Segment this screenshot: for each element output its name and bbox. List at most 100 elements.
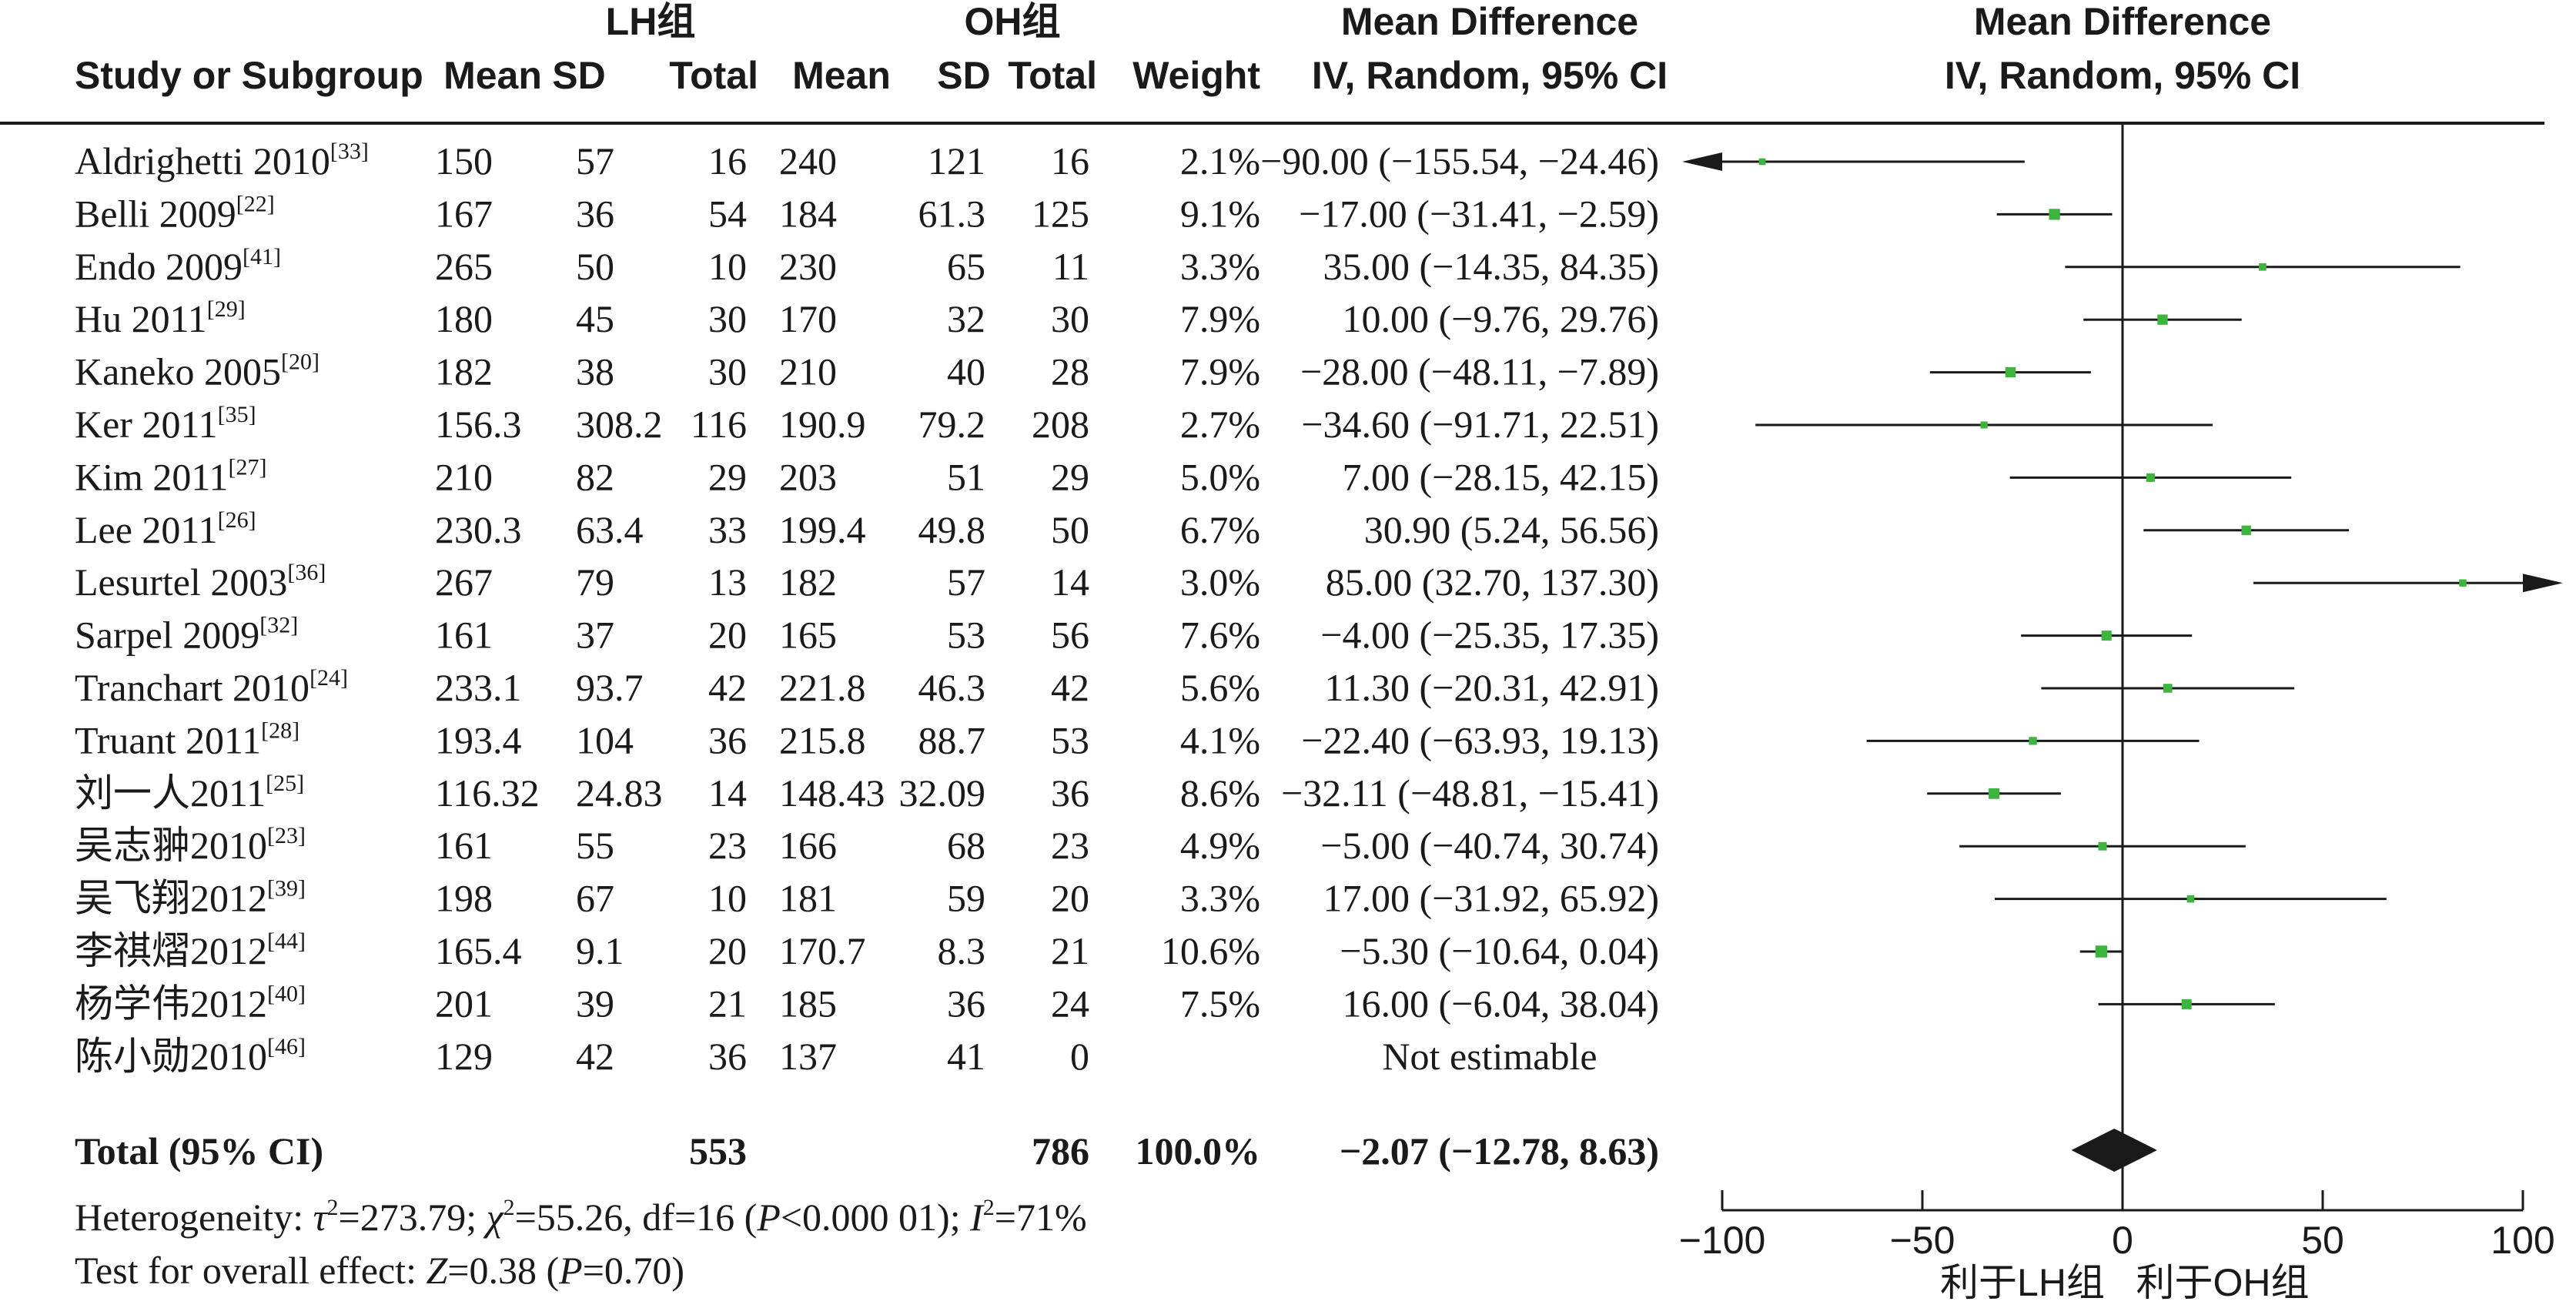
oh-sd-cell: 65 bbox=[947, 245, 985, 288]
ci-cell: −28.00 (−48.11, −7.89) bbox=[1300, 350, 1659, 393]
x-tick-label: −100 bbox=[1679, 1219, 1766, 1262]
weight-cell: 2.7% bbox=[1180, 403, 1260, 446]
effect-point bbox=[2459, 579, 2467, 587]
lh-total-cell: 20 bbox=[708, 929, 747, 972]
ci-arrow-right bbox=[2523, 574, 2563, 593]
oh-total-cell: 20 bbox=[1051, 877, 1089, 920]
lh-sd-cell: 104 bbox=[576, 718, 634, 761]
weight-cell: 7.6% bbox=[1180, 614, 1260, 657]
effect-point bbox=[2095, 945, 2108, 958]
oh-total-cell: 21 bbox=[1051, 929, 1089, 972]
study-ref: [27] bbox=[229, 454, 267, 480]
oh-sd-cell: 59 bbox=[947, 877, 985, 920]
het-p-value: <0.000 01); bbox=[781, 1196, 970, 1239]
het-tau: τ bbox=[313, 1196, 329, 1239]
x-tick-label: 50 bbox=[2301, 1219, 2344, 1262]
effect-point bbox=[2259, 263, 2267, 271]
study-ref: [26] bbox=[218, 507, 256, 533]
weight-cell: 6.7% bbox=[1180, 508, 1260, 551]
oh-sd-cell: 88.7 bbox=[918, 718, 986, 761]
lh-mean-cell: 167 bbox=[435, 192, 493, 235]
effect-point bbox=[2005, 366, 2016, 378]
weight-cell: 3.3% bbox=[1180, 245, 1260, 288]
oh-mean-cell: 190.9 bbox=[779, 403, 866, 446]
ci-cell: 11.30 (−20.31, 42.91) bbox=[1324, 666, 1659, 709]
het-chi: χ bbox=[483, 1196, 505, 1239]
weight-cell: 4.1% bbox=[1180, 718, 1260, 761]
study-ref: [44] bbox=[267, 928, 306, 954]
lh-sd-cell: 36 bbox=[576, 192, 614, 235]
lh-sd-cell: 38 bbox=[576, 350, 614, 393]
het-p: P bbox=[756, 1196, 781, 1239]
overall-effect-line: Test for overall effect: Z=0.38 (P=0.70) bbox=[75, 1249, 684, 1292]
study-name: Kim 2011[27] bbox=[75, 454, 267, 498]
effect-point bbox=[1758, 158, 1766, 166]
oh-sd-cell: 40 bbox=[947, 350, 985, 393]
study-name-text: Kaneko 2005 bbox=[75, 350, 281, 393]
lh-mean-cell: 233.1 bbox=[435, 666, 522, 709]
effect-point bbox=[2029, 737, 2037, 745]
study-name: 杨学伟2012[40] bbox=[75, 981, 306, 1025]
group-label-oh: OH组 bbox=[965, 0, 1061, 43]
oh-mean-cell: 230 bbox=[779, 245, 837, 288]
lh-mean-cell: 201 bbox=[435, 982, 493, 1025]
study-name-text: Truant 2011 bbox=[75, 718, 261, 761]
study-ref: [22] bbox=[236, 191, 275, 216]
ci-cell: 7.00 (−28.15, 42.15) bbox=[1343, 455, 1660, 498]
ci-cell: −32.11 (−48.81, −15.41) bbox=[1281, 771, 1659, 815]
header-plot-method: IV, Random, 95% CI bbox=[1945, 54, 2300, 97]
header-lh-total: Total bbox=[669, 54, 758, 97]
total-lh: 553 bbox=[689, 1129, 747, 1173]
oe-p-value: =0.70) bbox=[583, 1249, 684, 1292]
oh-mean-cell: 137 bbox=[779, 1035, 837, 1078]
lh-sd-cell: 82 bbox=[576, 455, 614, 498]
weight-cell: 7.9% bbox=[1180, 350, 1260, 393]
effect-point bbox=[2098, 841, 2107, 851]
lh-total-cell: 54 bbox=[708, 192, 747, 235]
study-name-text: 李祺熠2012 bbox=[75, 929, 267, 972]
effect-point bbox=[2163, 684, 2173, 693]
effect-point bbox=[1980, 421, 1988, 429]
study-ref: [36] bbox=[287, 560, 326, 585]
study-name: Lesurtel 2003[36] bbox=[75, 560, 326, 604]
oh-total-cell: 42 bbox=[1051, 666, 1089, 709]
study-name-text: Aldrighetti 2010 bbox=[75, 139, 330, 182]
weight-cell: 8.6% bbox=[1180, 771, 1260, 815]
oe-p: P bbox=[558, 1249, 583, 1292]
study-name-text: Lee 2011 bbox=[75, 508, 218, 551]
lh-total-cell: 30 bbox=[708, 350, 747, 393]
oh-total-cell: 56 bbox=[1051, 614, 1089, 657]
oh-total-cell: 16 bbox=[1051, 139, 1089, 182]
effect-point bbox=[1989, 788, 1999, 799]
oh-total-cell: 11 bbox=[1052, 245, 1089, 288]
het-tau-value: =273.79; bbox=[339, 1196, 487, 1239]
effect-point bbox=[2049, 209, 2060, 220]
lh-total-cell: 36 bbox=[708, 1035, 747, 1078]
oh-sd-cell: 68 bbox=[947, 824, 985, 867]
study-name-text: Lesurtel 2003 bbox=[75, 560, 287, 604]
oh-mean-cell: 215.8 bbox=[779, 718, 866, 761]
lh-total-cell: 20 bbox=[708, 614, 747, 657]
effect-point bbox=[2181, 999, 2192, 1009]
study-name: Kaneko 2005[20] bbox=[75, 350, 319, 393]
lh-mean-cell: 165.4 bbox=[435, 929, 522, 972]
ci-cell: −17.00 (−31.41, −2.59) bbox=[1299, 192, 1659, 235]
study-name: Sarpel 2009[32] bbox=[75, 613, 298, 657]
study-name-text: 杨学伟2012 bbox=[75, 982, 267, 1025]
oh-mean-cell: 210 bbox=[779, 350, 837, 393]
header-oh-sd: SD bbox=[937, 54, 990, 97]
lh-sd-cell: 39 bbox=[576, 982, 614, 1025]
total-weight: 100.0% bbox=[1136, 1129, 1261, 1173]
oh-sd-cell: 41 bbox=[947, 1035, 985, 1078]
study-name: 李祺熠2012[44] bbox=[75, 928, 306, 972]
oh-mean-cell: 203 bbox=[779, 455, 837, 498]
weight-cell: 3.0% bbox=[1180, 560, 1260, 604]
oh-total-cell: 53 bbox=[1051, 718, 1089, 761]
effect-point bbox=[2146, 473, 2155, 482]
header-study: Study or Subgroup bbox=[75, 54, 423, 97]
weight-cell: 4.9% bbox=[1180, 824, 1260, 867]
header-lh-sd: SD bbox=[552, 54, 605, 97]
lh-mean-cell: 265 bbox=[435, 245, 493, 288]
effect-point bbox=[2101, 631, 2112, 641]
ci-cell: −4.00 (−25.35, 17.35) bbox=[1320, 614, 1659, 657]
